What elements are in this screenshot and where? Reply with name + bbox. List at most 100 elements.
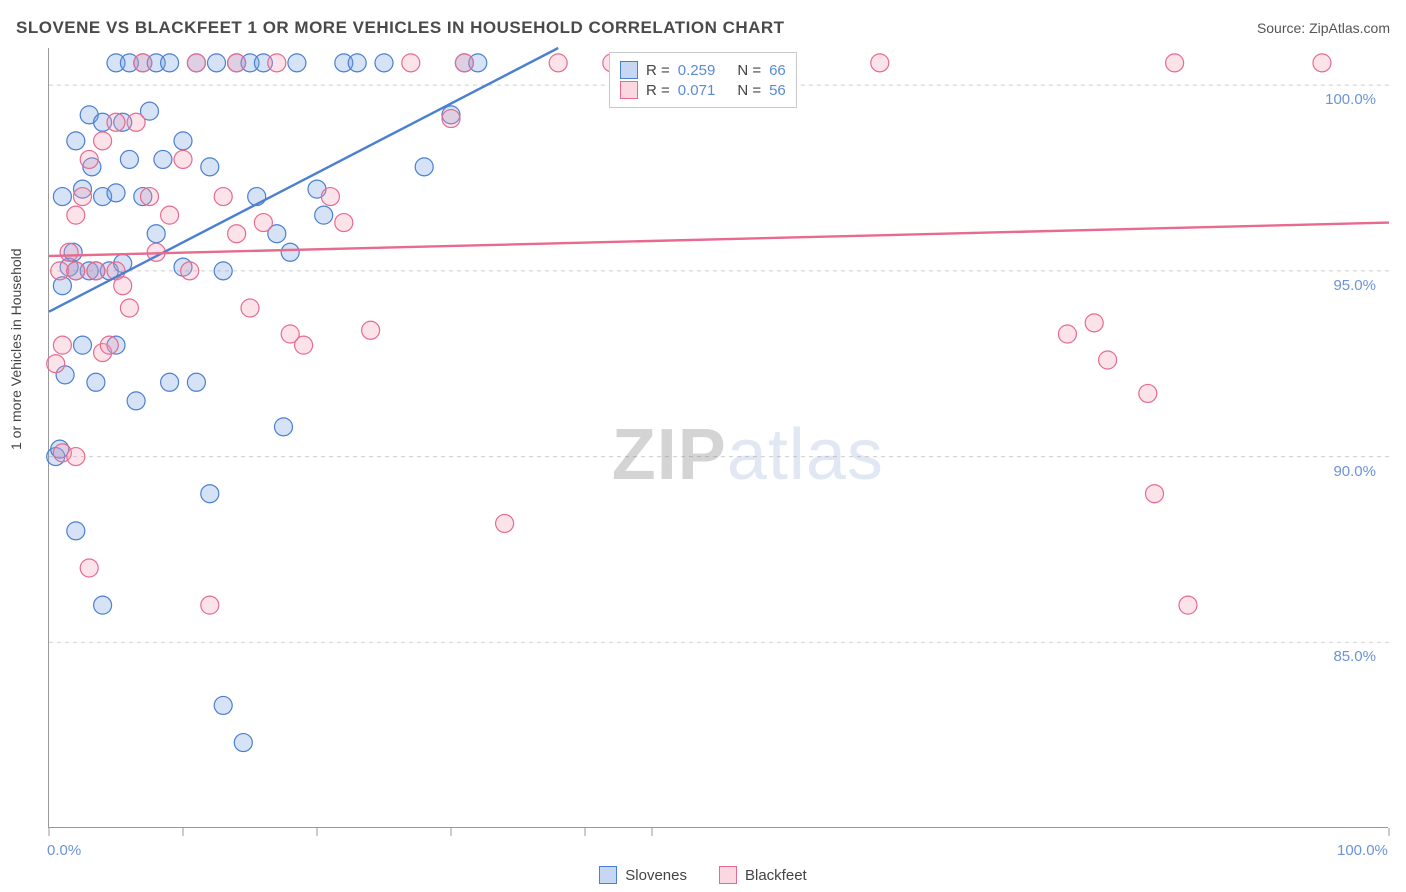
legend-row: R = 0.259 N = 66 [620,61,786,79]
data-point [201,158,219,176]
data-point [181,262,199,280]
data-point [1146,485,1164,503]
data-point [147,225,165,243]
data-point [80,559,98,577]
data-point [268,54,286,72]
series-legend: Slovenes Blackfeet [0,866,1406,888]
data-point [1085,314,1103,332]
y-tick-label: 100.0% [1325,91,1376,108]
trend-line [49,223,1389,256]
data-point [455,54,473,72]
data-point [114,277,132,295]
legend-swatch [599,866,617,884]
data-point [80,150,98,168]
data-point [228,225,246,243]
source-credit: Source: ZipAtlas.com [1257,20,1390,36]
data-point [362,321,380,339]
data-point [315,206,333,224]
data-point [1313,54,1331,72]
legend-r-label: R = [646,62,670,79]
correlation-legend: R = 0.259 N = 66 R = 0.071 N = 56 [609,52,797,108]
data-point [201,596,219,614]
chart-title: SLOVENE VS BLACKFEET 1 OR MORE VEHICLES … [16,18,785,38]
data-point [1166,54,1184,72]
data-point [1139,384,1157,402]
source-name: ZipAtlas.com [1309,20,1390,36]
data-point [241,299,259,317]
data-point [87,262,105,280]
data-point [120,299,138,317]
series-legend-item: Blackfeet [719,866,807,884]
data-point [134,54,152,72]
data-point [208,54,226,72]
data-point [871,54,889,72]
data-point [53,188,71,206]
data-point [228,54,246,72]
header: SLOVENE VS BLACKFEET 1 OR MORE VEHICLES … [16,18,1390,38]
data-point [214,696,232,714]
data-point [174,150,192,168]
legend-swatch [719,866,737,884]
x-tick-label: 0.0% [47,842,81,859]
data-point [161,206,179,224]
data-point [375,54,393,72]
data-point [201,485,219,503]
y-tick-label: 85.0% [1333,648,1376,665]
legend-n-value: 66 [769,62,786,79]
y-tick-label: 95.0% [1333,277,1376,294]
data-point [187,54,205,72]
data-point [100,336,118,354]
legend-r-value: 0.259 [678,62,716,79]
data-point [60,243,78,261]
data-point [348,54,366,72]
data-point [67,262,85,280]
data-point [47,355,65,373]
data-point [51,262,69,280]
legend-r-value: 0.071 [678,82,716,99]
legend-n-value: 56 [769,82,786,99]
source-prefix: Source: [1257,20,1309,36]
data-point [94,596,112,614]
series-name: Blackfeet [745,867,807,884]
legend-r-label: R = [646,82,670,99]
data-point [67,522,85,540]
data-point [1099,351,1117,369]
data-point [107,184,125,202]
legend-row: R = 0.071 N = 56 [620,81,786,99]
data-point [161,54,179,72]
data-point [214,262,232,280]
data-point [288,54,306,72]
data-point [335,214,353,232]
data-point [107,113,125,131]
data-point [174,132,192,150]
data-point [1179,596,1197,614]
data-point [254,214,272,232]
data-point [281,243,299,261]
data-point [94,132,112,150]
data-point [141,188,159,206]
series-legend-item: Slovenes [599,866,687,884]
y-axis-label: 1 or more Vehicles in Household [8,248,24,450]
data-point [127,113,145,131]
data-point [214,188,232,206]
data-point [67,448,85,466]
scatter-chart [49,48,1389,828]
x-tick-label: 100.0% [1337,842,1388,859]
legend-n-label: N = [737,82,761,99]
trend-line [49,48,558,312]
data-point [74,188,92,206]
data-point [402,54,420,72]
data-point [187,373,205,391]
legend-n-label: N = [737,62,761,79]
data-point [1058,325,1076,343]
data-point [87,373,105,391]
data-point [161,373,179,391]
legend-swatch [620,61,638,79]
y-tick-label: 90.0% [1333,463,1376,480]
data-point [496,514,514,532]
data-point [67,132,85,150]
legend-swatch [620,81,638,99]
series-name: Slovenes [625,867,687,884]
data-point [549,54,567,72]
data-point [234,734,252,752]
